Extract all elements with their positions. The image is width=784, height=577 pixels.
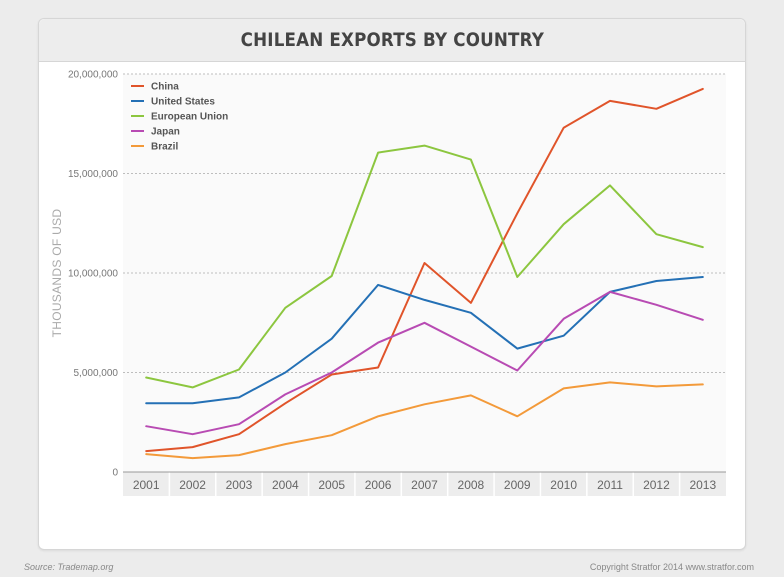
x-tick-label: 2006 [365,478,392,492]
x-tick-label: 2005 [318,478,345,492]
series-line-european-union [145,144,704,389]
x-tick-label: 2004 [272,478,299,492]
x-axis-band [123,472,726,496]
chart-title: CHILEAN EXPORTS BY COUNTRY [240,29,544,51]
x-tick-label: 2003 [226,478,253,492]
series-line-japan [145,290,704,436]
y-tick-label: 10,000,000 [68,269,118,280]
x-tick-label: 2013 [689,478,716,492]
y-axis-label: THOUSANDS OF USD [50,209,64,338]
x-tick-label: 2011 [597,478,623,492]
x-tick-label: 2008 [458,478,485,492]
series-line-brazil [145,381,704,460]
x-tick-label: 2010 [550,478,577,492]
copyright-note: Copyright Stratfor 2014 www.stratfor.com [589,562,754,572]
chart-title-bar: CHILEAN EXPORTS BY COUNTRY [39,19,745,62]
x-tick-label: 2009 [504,478,531,492]
y-tick-label: 5,000,000 [74,368,119,379]
series-line-china [145,87,704,453]
legend-label: European Union [151,112,228,123]
source-note: Source: Trademap.org [24,562,114,572]
legend-label: China [151,82,179,93]
x-tick-label: 2001 [133,478,160,492]
y-tick-label: 0 [112,468,118,479]
x-tick-label: 2007 [411,478,438,492]
y-tick-label: 20,000,000 [68,70,118,81]
legend-label: Brazil [151,142,178,153]
x-tick-label: 2002 [179,478,206,492]
x-tick-label: 2012 [643,478,670,492]
legend-label: United States [151,97,215,108]
legend-label: Japan [151,127,180,138]
y-tick-label: 15,000,000 [68,169,118,180]
